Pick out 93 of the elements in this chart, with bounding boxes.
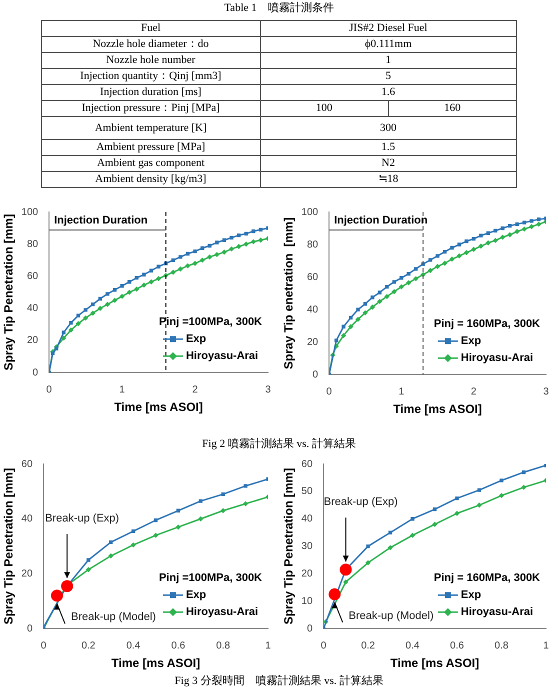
x-tick-label: 0 bbox=[46, 384, 52, 396]
y-tick-label: 20 bbox=[26, 335, 39, 346]
y-tick-label: 80 bbox=[26, 238, 39, 250]
x-tick-label: 0.6 bbox=[450, 640, 464, 652]
text: 1.6 bbox=[381, 86, 396, 98]
y-tick-label: 20 bbox=[306, 336, 319, 348]
y-tick-label: 20 bbox=[301, 568, 313, 580]
y-tick-label: 0 bbox=[32, 367, 39, 378]
category-label: Fuel bbox=[140, 22, 161, 34]
text: 100 bbox=[316, 102, 332, 114]
y-tick-label: 40 bbox=[306, 304, 319, 316]
y-axis-title: Spray Tip Penetration [mm] bbox=[2, 468, 16, 625]
category-label: Nozzle hole diameter：do bbox=[92, 38, 209, 50]
legend-label: Hiroyasu-Arai bbox=[186, 350, 258, 362]
x-tick-label: 0.8 bbox=[494, 640, 509, 652]
legend-title: Pinj = 160MPa, 300K bbox=[434, 572, 540, 584]
text: 1.5 bbox=[381, 141, 396, 153]
text: ϕ0.111mm bbox=[364, 38, 412, 50]
legend-label: Exp bbox=[460, 589, 482, 602]
y-axis-title: Spray Tip Penetration [mm] bbox=[282, 468, 296, 625]
legend-title: Pinj = 160MPa, 300K bbox=[434, 318, 540, 330]
y-tick-label: 50 bbox=[301, 486, 313, 498]
y-tick-label: 100 bbox=[21, 206, 39, 218]
legend-label: Hiroyasu-Arai bbox=[460, 606, 534, 618]
y-tick-label: 40 bbox=[21, 514, 33, 525]
x-tick-label: 0 bbox=[320, 640, 327, 652]
x-axis-title: Time [ms ASOI] bbox=[390, 656, 480, 670]
x-tick-label: 0.4 bbox=[126, 640, 141, 652]
x-tick-label: 3 bbox=[265, 384, 272, 396]
x-tick-label: 3 bbox=[543, 386, 550, 398]
text: 160 bbox=[444, 102, 461, 114]
y-tick-label: 10 bbox=[301, 596, 313, 607]
x-tick-label: 0.2 bbox=[81, 640, 96, 652]
y-tick-label: 30 bbox=[301, 541, 313, 552]
text: JIS#2 Diesel Fuel bbox=[349, 22, 428, 34]
y-tick-label: 0 bbox=[312, 369, 319, 380]
x-tick-label: 0.6 bbox=[171, 640, 186, 652]
x-tick-label: 0.4 bbox=[406, 640, 420, 652]
y-axis-title: Spray Tip Penetration [mm] bbox=[2, 214, 16, 371]
x-tick-label: 1 bbox=[398, 386, 405, 398]
y-tick-label: 0 bbox=[306, 623, 313, 634]
y-tick-label: 40 bbox=[301, 514, 313, 525]
y-axis-title: Spray Tip enetration [mm] bbox=[282, 217, 296, 370]
y-tick-label: 60 bbox=[301, 458, 313, 470]
x-tick-label: 0 bbox=[326, 386, 332, 398]
x-tick-label: 0.8 bbox=[216, 640, 230, 652]
x-axis-title: Time [ms ASOI] bbox=[114, 400, 203, 414]
annotation: Break-up (Model) bbox=[70, 611, 156, 624]
x-tick-label: 0 bbox=[40, 640, 47, 652]
text: 1 bbox=[386, 54, 391, 66]
annotation: Break-up (Model) bbox=[348, 610, 434, 622]
category-label: Ambient density [kg/m3] bbox=[95, 173, 206, 185]
legend-label: Exp bbox=[460, 335, 482, 348]
category-label: Nozzle hole number bbox=[106, 54, 196, 66]
text: Table 1 噴霧計測条件 bbox=[223, 0, 335, 15]
y-tick-label: 60 bbox=[21, 458, 33, 470]
text: Fig 3 分裂時間 噴霧計測結果 vs. 計算結果 bbox=[174, 674, 384, 687]
category-label: Injection duration [ms] bbox=[100, 86, 202, 98]
y-tick-label: 40 bbox=[26, 303, 39, 314]
legend-label: Hiroyasu-Arai bbox=[186, 606, 258, 618]
text: 5 bbox=[386, 70, 391, 82]
legend-title: Pinj =100MPa, 300K bbox=[158, 572, 262, 584]
category-label: Ambient gas component bbox=[96, 157, 205, 169]
category-label: Ambient temperature [K] bbox=[94, 122, 207, 134]
category-label: Injection pressure：Pinj [MPa] bbox=[82, 102, 220, 114]
category-label: Ambient pressure [MPa] bbox=[96, 141, 206, 153]
annotation: Break-up (Exp) bbox=[324, 496, 398, 508]
text: N2 bbox=[382, 157, 395, 169]
x-axis-title: Time [ms ASOI] bbox=[393, 402, 482, 416]
legend-label: Exp bbox=[186, 333, 206, 346]
text: Fig 2 噴霧計測結果 vs. 計算結果 bbox=[201, 436, 357, 451]
y-tick-label: 80 bbox=[306, 239, 319, 250]
x-tick-label: 2 bbox=[192, 384, 198, 396]
category-label: Injection quantity：Qinj [mm3] bbox=[80, 70, 222, 82]
text: ≒18 bbox=[378, 173, 398, 185]
y-tick-label: 60 bbox=[26, 270, 39, 282]
x-tick-label: 1 bbox=[265, 640, 272, 652]
x-tick-label: 2 bbox=[470, 386, 477, 398]
x-tick-label: 1 bbox=[119, 384, 126, 396]
y-tick-label: 20 bbox=[21, 568, 33, 580]
legend-label: Exp bbox=[186, 589, 206, 602]
text: 300 bbox=[380, 122, 396, 134]
annotation: Break-up (Exp) bbox=[45, 512, 120, 525]
x-axis-title: Time [ms ASOI] bbox=[111, 656, 200, 670]
ref-line-label: Injection Duration bbox=[334, 214, 428, 227]
legend-title: Pinj =100MPa, 300K bbox=[158, 316, 262, 328]
legend-label: Hiroyasu-Arai bbox=[460, 352, 534, 364]
y-tick-label: 60 bbox=[306, 272, 319, 283]
ref-line-label: Injection Duration bbox=[54, 214, 148, 227]
x-tick-label: 1 bbox=[543, 640, 550, 652]
x-tick-label: 0.2 bbox=[361, 640, 376, 652]
y-tick-label: 0 bbox=[26, 623, 33, 634]
y-tick-label: 100 bbox=[301, 206, 319, 218]
